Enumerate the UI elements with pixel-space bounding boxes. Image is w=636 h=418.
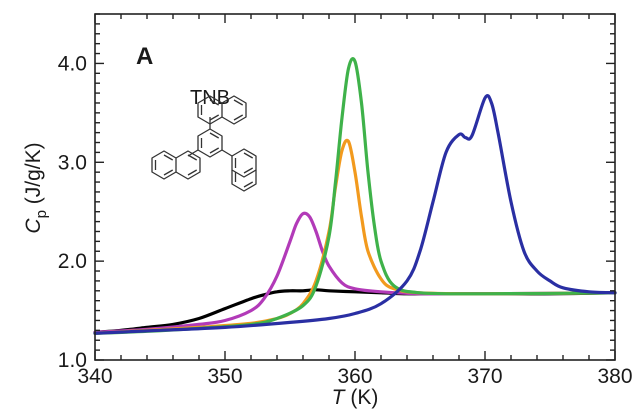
x-tick-label: 350	[207, 365, 242, 388]
y-axis-subscript: p	[33, 210, 50, 218]
x-axis-symbol: T	[332, 386, 347, 409]
x-tick-label: 370	[467, 365, 502, 388]
panel-label: A	[136, 43, 153, 70]
x-axis-unit: (K)	[345, 386, 379, 409]
molecule-label: TNB	[190, 87, 230, 109]
y-tick-label: 1.0	[58, 349, 87, 372]
series-line-5	[93, 94, 617, 335]
x-axis-title: T (K)	[332, 386, 379, 409]
y-tick-label: 2.0	[58, 250, 87, 273]
y-axis-unit: (J/g/K)	[22, 142, 45, 210]
y-tick-label: 4.0	[58, 52, 87, 75]
series-line-4	[93, 57, 617, 335]
tnb-molecule-structure	[151, 95, 257, 192]
series-line-2	[93, 211, 617, 334]
y-tick-label: 3.0	[58, 151, 87, 174]
x-tick-label: 340	[77, 365, 112, 388]
x-tick-label: 380	[597, 365, 632, 388]
series-line-3	[93, 138, 617, 335]
y-axis-symbol: C	[22, 218, 45, 234]
x-tick-label: 360	[337, 365, 372, 388]
series-layer	[93, 57, 617, 335]
y-axis-title: Cp (J/g/K)	[22, 142, 50, 233]
ticks-layer: 340 350 360 370 380 1.0 2.0 3.0 4.0	[58, 13, 633, 388]
